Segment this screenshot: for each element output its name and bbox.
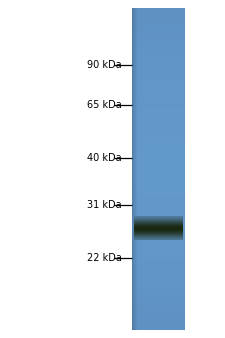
Text: 31 kDa: 31 kDa — [87, 200, 122, 210]
Text: 65 kDa: 65 kDa — [87, 100, 122, 110]
Text: 22 kDa: 22 kDa — [87, 253, 122, 263]
Text: 90 kDa: 90 kDa — [87, 60, 122, 70]
Text: 40 kDa: 40 kDa — [87, 153, 122, 163]
